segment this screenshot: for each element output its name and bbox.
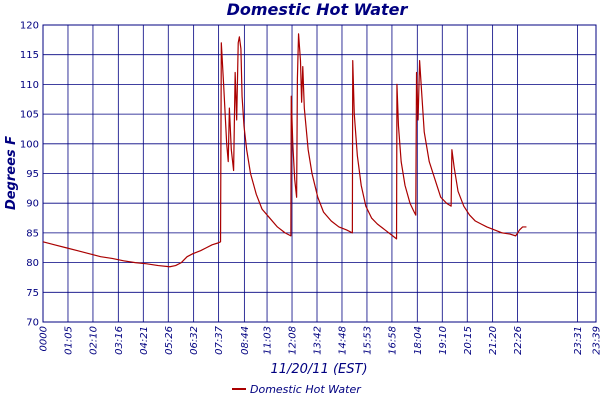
x-tick-label: 02:10 [88, 326, 99, 355]
x-tick-label: 08:44 [240, 326, 251, 355]
x-tick-label: 14:48 [337, 326, 348, 355]
y-axis-label: Degrees F [4, 136, 19, 210]
x-tick-label: 07:37 [214, 325, 225, 354]
x-tick-label: 23:31 [573, 326, 584, 355]
x-tick-label: 23:39 [592, 326, 600, 355]
y-tick-label: 115 [20, 50, 39, 61]
x-tick-label: 16:58 [387, 326, 398, 355]
y-tick-label: 110 [20, 80, 39, 91]
y-tick-label: 75 [26, 288, 39, 299]
x-tick-label: 06:32 [189, 326, 200, 355]
y-tick-label: 100 [20, 139, 39, 150]
x-tick-label: 05:26 [164, 326, 175, 355]
x-axis-ticks: 0000 01:05 02:10 03:16 04:21 05:26 06:32 07:37 0… [39, 325, 600, 354]
x-tick-label: 19:10 [438, 326, 449, 355]
x-tick-label: 20:15 [463, 326, 474, 355]
series-group [42, 33, 527, 268]
x-tick-label: 04:21 [139, 326, 150, 355]
x-tick-label: 15:53 [362, 326, 373, 355]
y-tick-label: 95 [26, 169, 39, 180]
x-tick-label: 03:16 [114, 326, 125, 355]
series-line-domestic-hot-water [42, 33, 527, 268]
x-tick-label: 22:26 [513, 326, 524, 355]
legend-label: Domestic Hot Water [250, 383, 362, 396]
x-tick-label: 0000 [39, 326, 50, 351]
x-axis-label: 11/20/11 (EST) [270, 362, 367, 377]
x-tick-label: 01:05 [63, 326, 74, 355]
x-tick-label: 11:03 [263, 326, 274, 355]
y-axis-ticks: 70 75 80 85 90 95 100 105 110 115 120 [20, 21, 39, 329]
grid [43, 24, 596, 323]
chart-title: Domestic Hot Water [227, 0, 409, 19]
x-tick-label: 18:04 [413, 326, 424, 355]
x-tick-label: 21:20 [488, 326, 499, 355]
x-tick-label: 12:08 [288, 326, 299, 355]
y-tick-label: 80 [26, 258, 39, 269]
y-tick-label: 70 [26, 318, 39, 329]
y-tick-label: 85 [26, 228, 39, 239]
legend: Domestic Hot Water [232, 383, 362, 396]
y-tick-label: 120 [20, 21, 39, 32]
y-tick-label: 90 [26, 199, 39, 210]
x-tick-label: 13:42 [313, 326, 324, 355]
y-tick-label: 105 [20, 110, 39, 121]
